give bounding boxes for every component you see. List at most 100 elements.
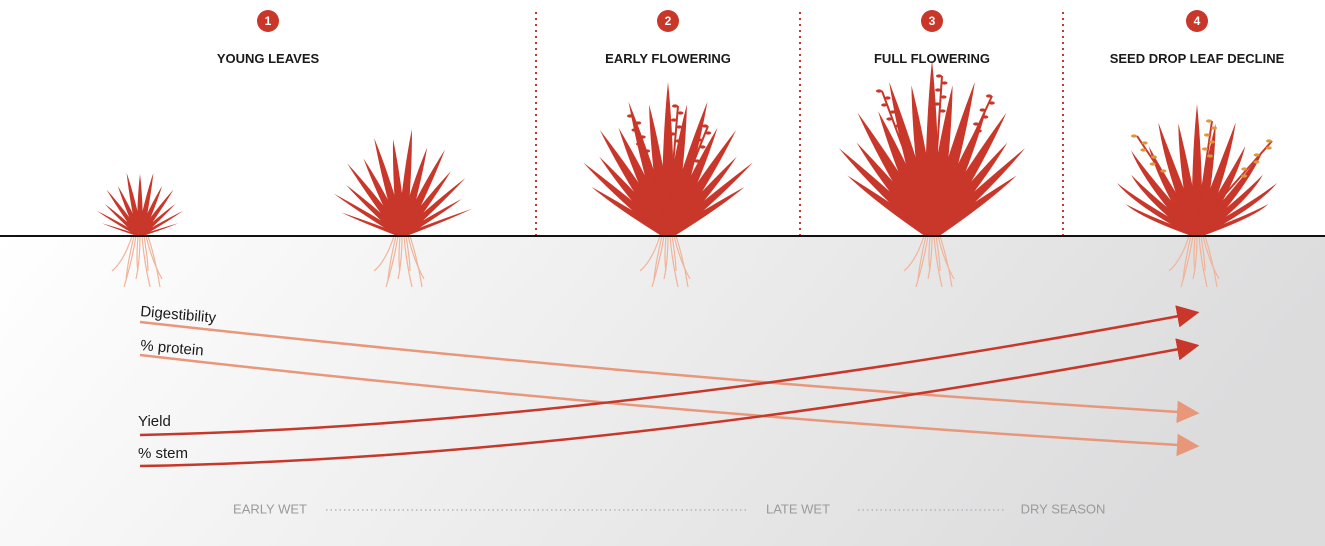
flower-stem <box>667 125 709 227</box>
root <box>373 235 395 272</box>
root <box>663 235 669 280</box>
root <box>1202 235 1220 280</box>
seed-head <box>670 118 677 122</box>
stage-number: 3 <box>929 14 936 28</box>
seed-head <box>1211 126 1217 130</box>
root <box>915 235 929 288</box>
root <box>125 235 135 280</box>
curve-label: Yield <box>138 413 171 430</box>
seed-head <box>1206 119 1212 123</box>
seed-head <box>1266 139 1272 143</box>
seed-head <box>881 103 888 107</box>
leaf <box>137 172 154 236</box>
root <box>405 235 411 272</box>
stage-badge <box>921 10 943 32</box>
root <box>675 235 689 288</box>
root <box>397 235 403 280</box>
flower-stem <box>881 90 933 227</box>
seed-head <box>886 117 893 121</box>
root <box>135 235 141 280</box>
root <box>387 235 397 280</box>
root <box>141 235 151 288</box>
seed-head <box>1131 134 1137 138</box>
root <box>403 235 413 288</box>
root <box>143 235 149 272</box>
leaf <box>661 101 708 236</box>
leaf <box>397 147 428 236</box>
root <box>111 235 133 272</box>
curve-label: % protein <box>140 337 205 359</box>
root <box>671 235 677 272</box>
seed-head <box>694 159 700 163</box>
leaf <box>924 148 1026 236</box>
seed-head <box>669 132 676 136</box>
seed-head <box>941 81 948 85</box>
leaf <box>137 223 179 236</box>
seed-head <box>1253 153 1260 157</box>
leaf <box>924 175 1017 236</box>
root <box>1180 235 1194 288</box>
root <box>651 235 665 288</box>
root <box>669 235 679 288</box>
root <box>935 235 941 272</box>
seed-head <box>884 96 891 100</box>
flower-stem <box>931 95 993 227</box>
leaf <box>661 162 753 236</box>
seed-head <box>676 125 683 129</box>
root <box>673 235 691 280</box>
seed-head <box>936 74 942 78</box>
seed-head <box>940 95 947 99</box>
seed-head <box>1241 167 1248 171</box>
root <box>939 235 953 288</box>
season-label: EARLY WET <box>233 501 307 516</box>
trend-arrow <box>139 305 1200 437</box>
seed-head <box>979 108 986 112</box>
trend-arrow <box>139 320 1200 424</box>
root <box>917 235 927 280</box>
seed-head <box>1202 147 1208 151</box>
stage-number: 1 <box>265 14 272 28</box>
root <box>653 235 663 280</box>
root <box>409 235 423 288</box>
seed-head <box>934 102 941 106</box>
trend-arrow <box>139 353 1200 457</box>
leaf <box>924 142 1008 236</box>
flower-stem <box>1196 120 1213 227</box>
leaf <box>137 185 163 236</box>
stage-number: 2 <box>665 14 672 28</box>
seed-head <box>1209 140 1215 144</box>
seed-head <box>639 135 646 139</box>
season-label: DRY SEASON <box>1021 501 1106 516</box>
seed-head <box>672 104 678 108</box>
soil-background <box>0 236 1325 546</box>
seed-head <box>635 121 642 125</box>
leaf <box>661 186 745 236</box>
flower-stem <box>667 105 679 227</box>
seed-head <box>982 115 989 119</box>
root <box>147 235 161 288</box>
seed-head <box>935 88 942 92</box>
stage-label: FULL FLOWERING <box>874 51 990 66</box>
root <box>1200 235 1206 272</box>
leaf <box>924 112 1007 236</box>
flower-stem <box>931 75 943 227</box>
leaf <box>137 189 174 236</box>
seed-head <box>702 124 708 128</box>
seed-head <box>973 122 980 126</box>
root <box>933 235 943 288</box>
seed-head <box>1253 160 1260 164</box>
root <box>1198 235 1208 288</box>
root <box>1204 235 1218 288</box>
seed-head <box>1141 141 1148 145</box>
seed-head <box>876 89 882 93</box>
seed-head <box>627 114 633 118</box>
seed-head <box>690 152 697 156</box>
seed-head <box>675 139 682 143</box>
leaf <box>397 178 466 236</box>
seed-head <box>705 131 712 135</box>
leaf <box>397 149 445 236</box>
seed-head <box>988 101 995 105</box>
root <box>145 235 163 280</box>
seed-head <box>894 124 901 128</box>
